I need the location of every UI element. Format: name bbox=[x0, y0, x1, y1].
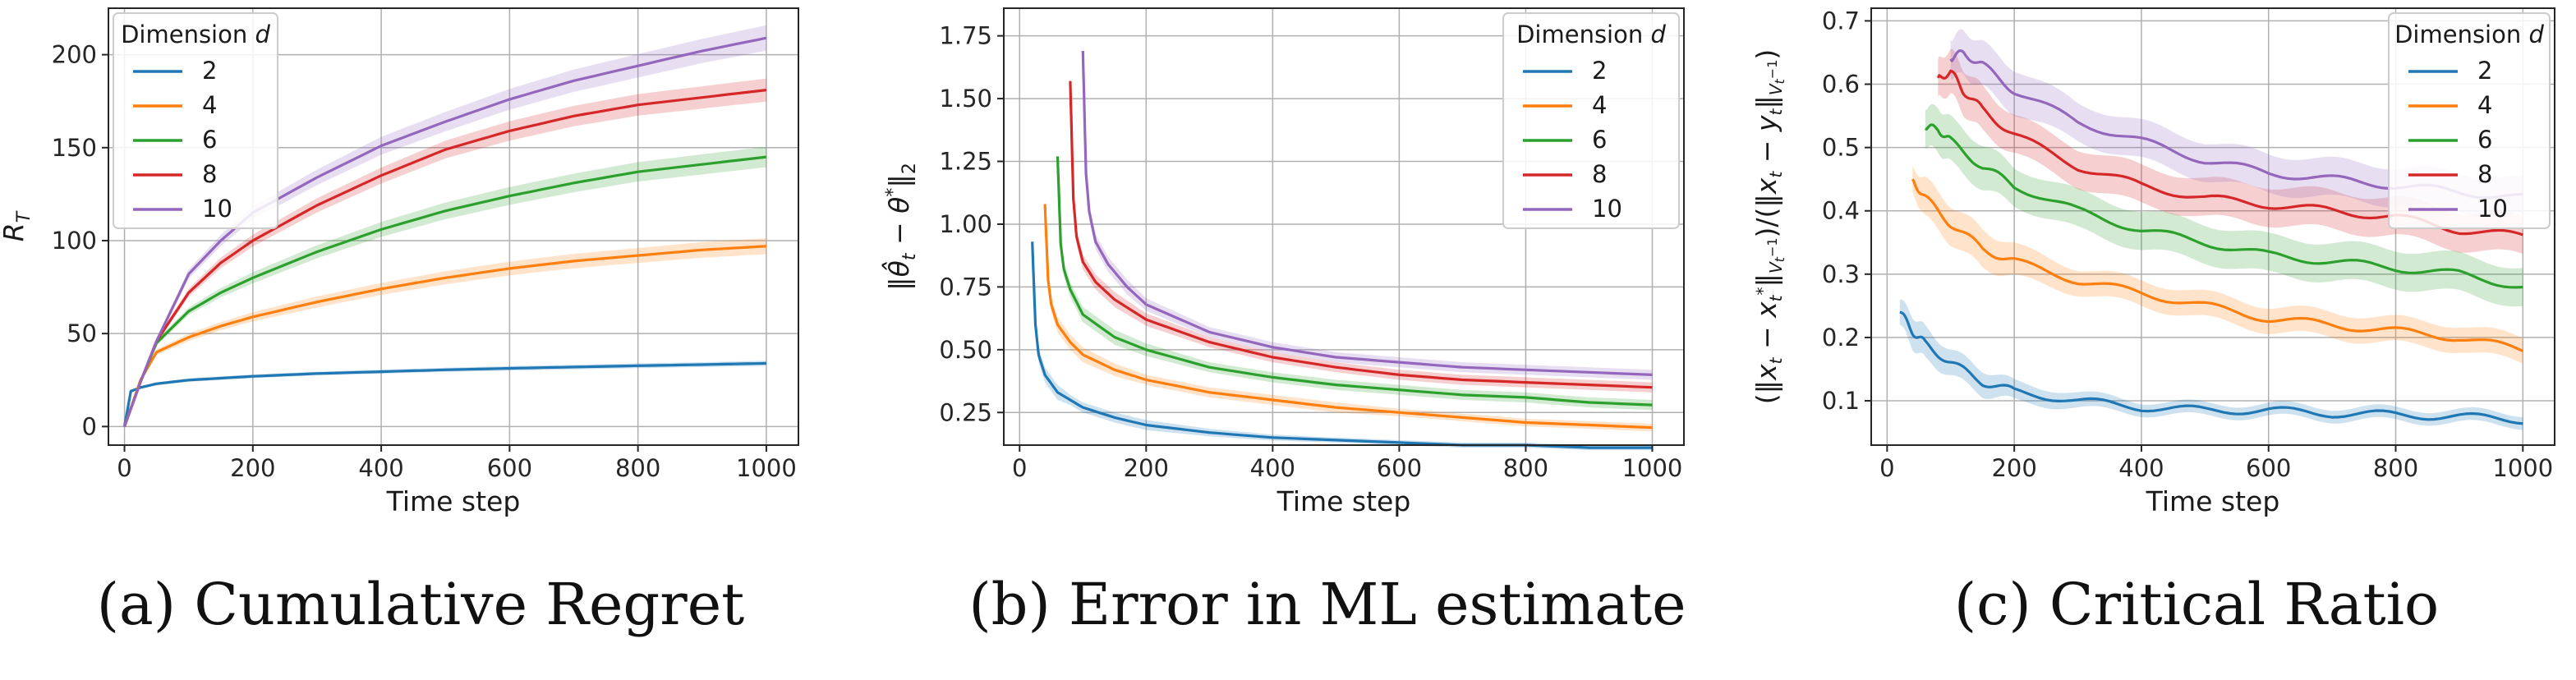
y-tick-label: 100 bbox=[52, 227, 97, 255]
legend-label: 4 bbox=[2477, 91, 2492, 119]
x-tick-label: 0 bbox=[117, 454, 131, 482]
y-tick-label: 0.7 bbox=[1822, 7, 1860, 34]
legend-label: 2 bbox=[2477, 57, 2492, 85]
y-axis-label: RT bbox=[0, 210, 34, 241]
subplot-cumulative-regret: 0 200 400 600 800 1000 0 50 100 150 200 Time step… bbox=[0, 7, 799, 638]
y-tick-label: 50 bbox=[67, 319, 97, 347]
y-axis-label: (‖xt − xt*‖Vt−1)/(‖xt − yt‖Vt−1) bbox=[1750, 49, 1787, 405]
x-axis-label: Time step bbox=[1276, 485, 1411, 517]
x-tick-label: 1000 bbox=[736, 454, 797, 482]
series-line-d4 bbox=[122, 245, 766, 427]
legend-label: 10 bbox=[1592, 195, 1622, 223]
x-tick-label: 600 bbox=[2246, 454, 2291, 482]
x-tick-label: 400 bbox=[2118, 454, 2164, 482]
caption: (b) Error in ML estimate bbox=[968, 571, 1686, 638]
legend-label: 6 bbox=[202, 126, 217, 154]
legend-label: 2 bbox=[202, 57, 217, 85]
y-tick-label: 0.4 bbox=[1822, 197, 1860, 225]
series-line-d4 bbox=[1043, 204, 1653, 430]
x-tick-label: 800 bbox=[615, 454, 660, 482]
legend-label: 2 bbox=[1592, 57, 1607, 85]
x-tick-label: 200 bbox=[1991, 454, 2036, 482]
series-line-d8 bbox=[1069, 80, 1653, 389]
confidence-band-d2 bbox=[1899, 299, 2523, 430]
legend-label: 10 bbox=[2477, 195, 2508, 223]
y-tick-label: 0.25 bbox=[939, 398, 992, 426]
y-tick-label: 0.6 bbox=[1822, 71, 1860, 99]
y-tick-label: 0.2 bbox=[1822, 324, 1860, 351]
confidence-band-d6 bbox=[1925, 103, 2523, 306]
confidence-band-d6 bbox=[124, 146, 766, 428]
y-tick-label: 0.50 bbox=[939, 336, 992, 364]
legend-label: 8 bbox=[202, 160, 217, 188]
x-axis-label: Time step bbox=[2146, 485, 2280, 517]
x-tick-label: 200 bbox=[230, 454, 275, 482]
series-line-d6 bbox=[1924, 123, 2523, 289]
legend-label: 8 bbox=[2477, 160, 2492, 188]
subplot-error-ml-estimate: 0 200 400 600 800 1000 0.25 0.50 0.75 1.00 1.25 1.… bbox=[881, 7, 1686, 638]
y-tick-label: 0 bbox=[82, 412, 97, 440]
series-line-d10 bbox=[1081, 50, 1653, 376]
x-tick-label: 200 bbox=[1124, 454, 1169, 482]
y-tick-label: 1.25 bbox=[939, 148, 992, 176]
series-line-d6 bbox=[122, 155, 767, 427]
x-tick-label: 400 bbox=[1250, 454, 1295, 482]
legend-title: Dimension d bbox=[1516, 21, 1666, 48]
legend-label: 4 bbox=[1592, 91, 1607, 119]
series-line-d2 bbox=[122, 361, 766, 427]
x-tick-label: 0 bbox=[1012, 454, 1027, 482]
caption: (a) Cumulative Regret bbox=[97, 571, 745, 638]
legend-label: 8 bbox=[1592, 160, 1607, 188]
legend-title: Dimension d bbox=[121, 21, 270, 48]
x-tick-label: 0 bbox=[1879, 454, 1894, 482]
legend-label: 10 bbox=[202, 195, 232, 223]
series-line-d8 bbox=[122, 89, 767, 427]
confidence-band-d10 bbox=[1950, 29, 2523, 218]
series-line-d6 bbox=[1056, 156, 1653, 407]
x-axis-label: Time step bbox=[386, 485, 521, 517]
x-tick-label: 1000 bbox=[2492, 454, 2553, 482]
x-tick-label: 800 bbox=[2373, 454, 2418, 482]
y-tick-label: 0.75 bbox=[939, 273, 992, 301]
series-line-d4 bbox=[1911, 178, 2523, 352]
caption: (c) Critical Ratio bbox=[1954, 571, 2439, 638]
plot-frame bbox=[1870, 7, 2555, 446]
legend-label: 6 bbox=[2477, 126, 2492, 154]
y-tick-label: 150 bbox=[52, 134, 97, 162]
confidence-band-d8 bbox=[1938, 48, 2523, 254]
x-tick-label: 600 bbox=[487, 454, 532, 482]
legend-label: 4 bbox=[202, 91, 217, 119]
y-tick-label: 0.1 bbox=[1822, 387, 1860, 415]
x-tick-label: 600 bbox=[1377, 454, 1422, 482]
plot-frame bbox=[108, 7, 799, 446]
y-tick-label: 0.5 bbox=[1822, 134, 1860, 162]
y-tick-label: 1.75 bbox=[939, 22, 992, 50]
x-tick-label: 800 bbox=[1503, 454, 1548, 482]
y-tick-label: 0.3 bbox=[1822, 260, 1860, 288]
y-tick-label: 200 bbox=[52, 41, 97, 69]
series-line-d2 bbox=[1899, 310, 2523, 425]
confidence-band-d4 bbox=[124, 238, 766, 428]
y-axis-label: ‖θ̂t − θ*‖2 bbox=[881, 163, 920, 291]
plot-frame bbox=[1003, 7, 1685, 446]
x-tick-label: 1000 bbox=[1622, 454, 1683, 482]
y-tick-label: 1.00 bbox=[939, 210, 992, 238]
legend-label: 6 bbox=[1592, 126, 1607, 154]
subplot-critical-ratio: 0 200 400 600 800 1000 0.10.20.30.40.50.60.7 … bbox=[1750, 7, 2555, 638]
y-tick-label: 1.50 bbox=[939, 85, 992, 113]
x-tick-label: 400 bbox=[358, 454, 403, 482]
legend-title: Dimension d bbox=[2394, 21, 2544, 48]
series-line-d10 bbox=[122, 36, 767, 427]
